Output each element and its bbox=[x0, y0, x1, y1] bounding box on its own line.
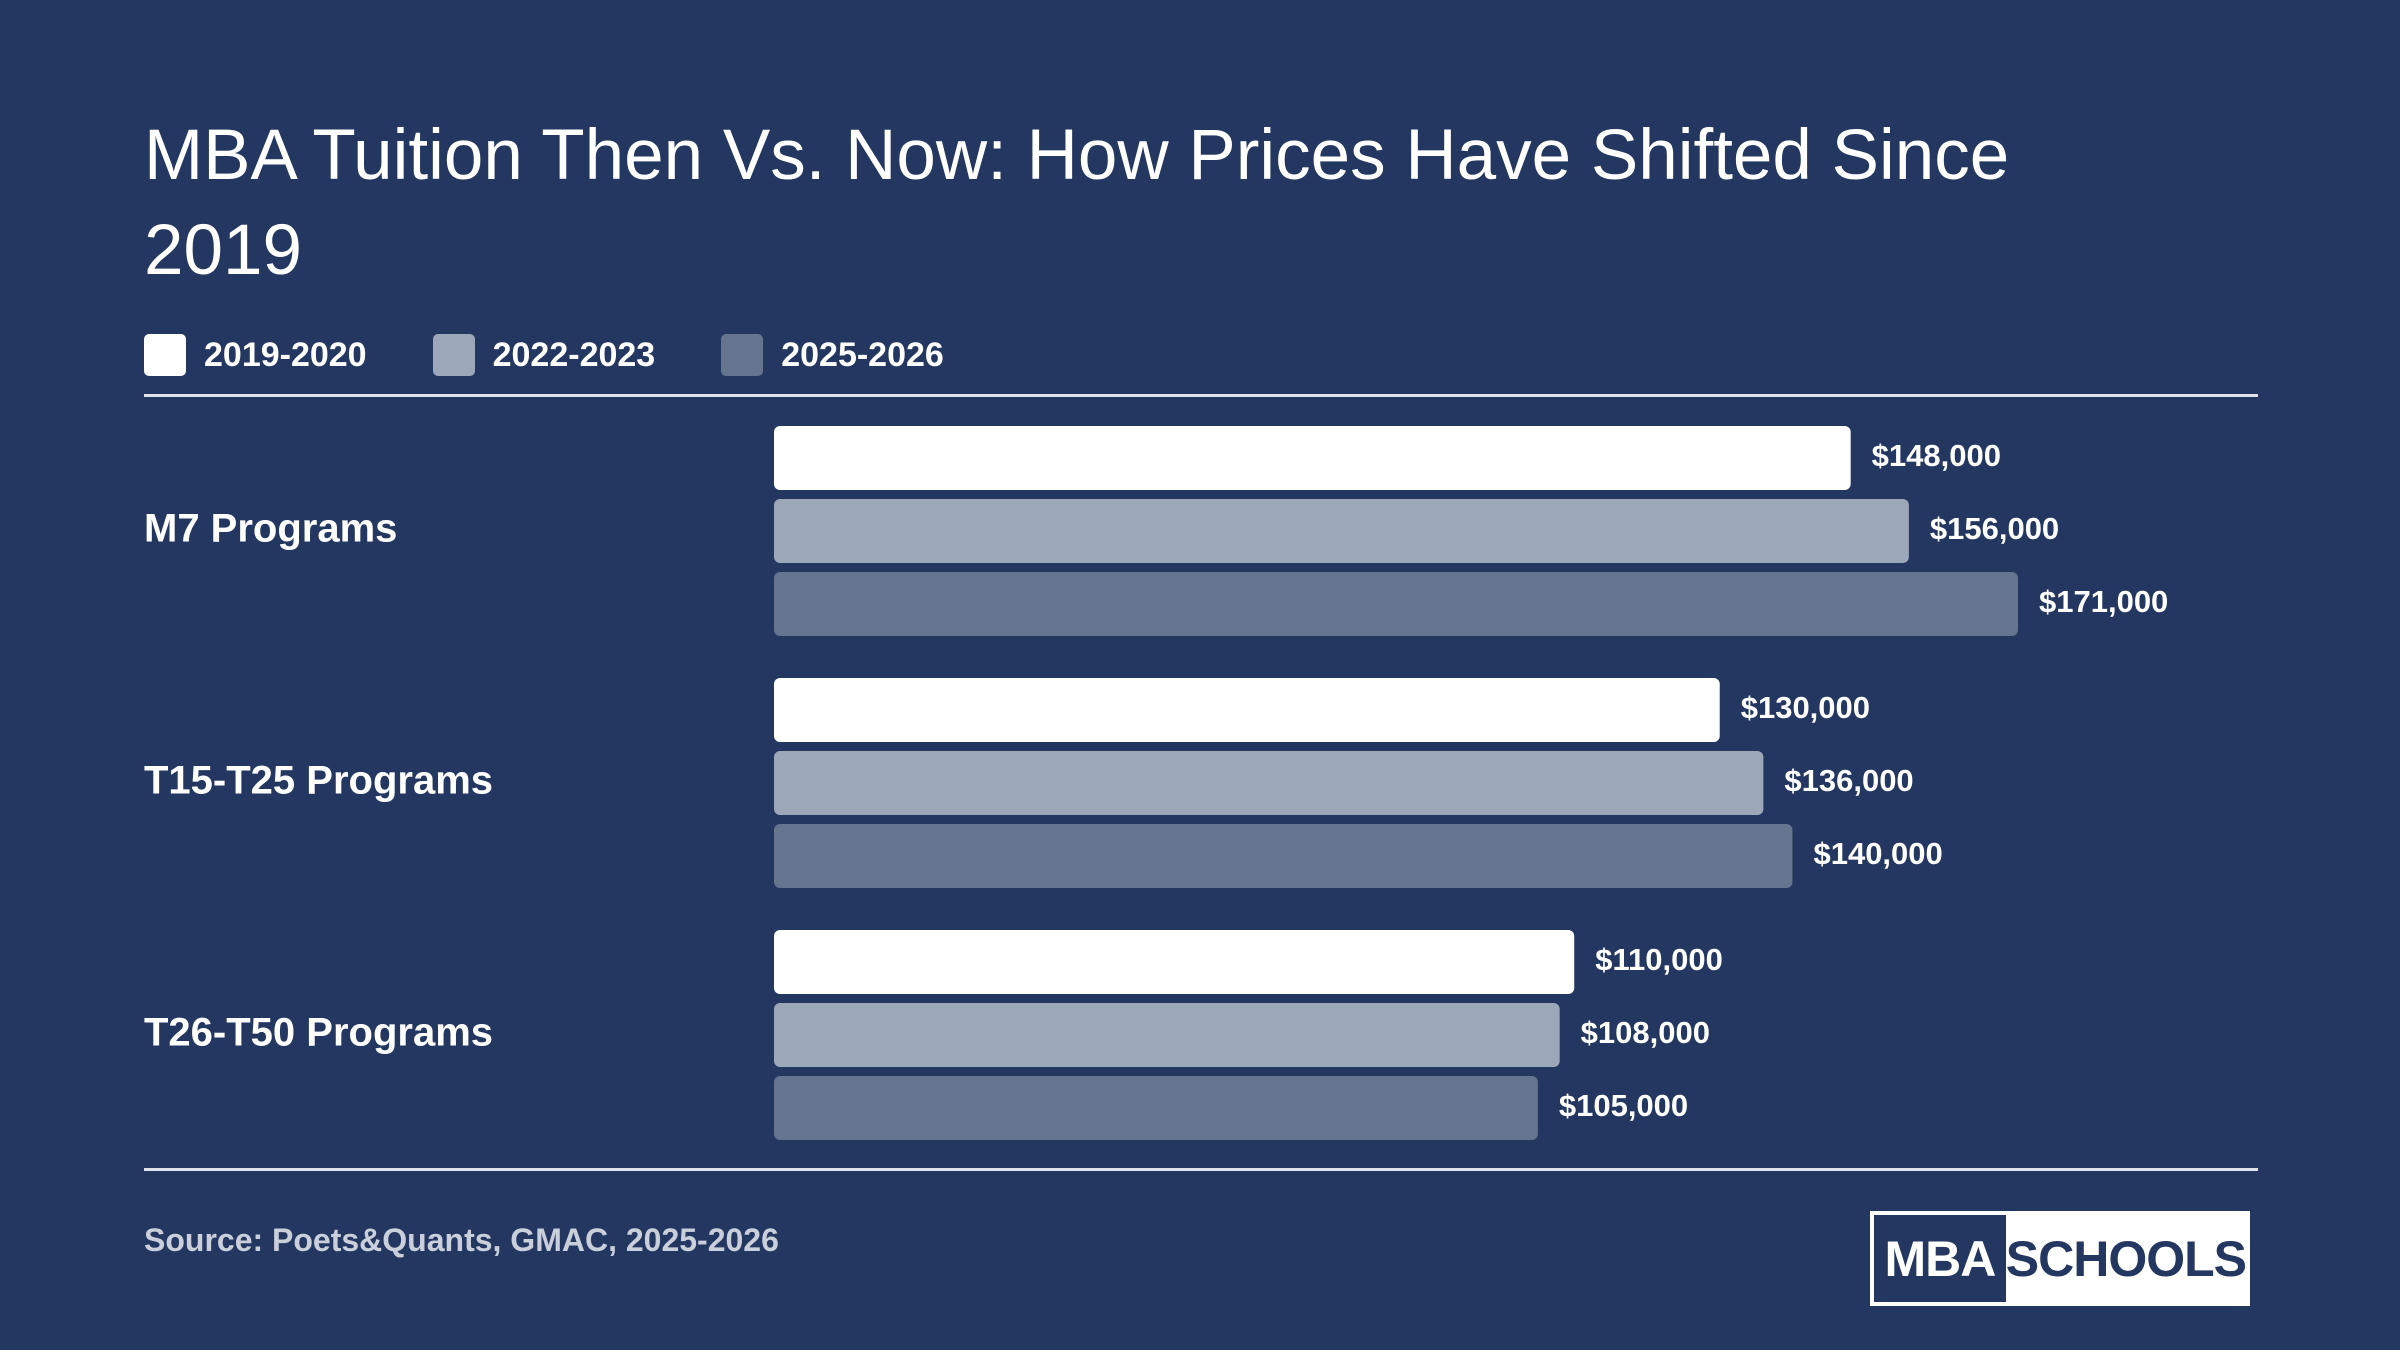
data-label: $130,000 bbox=[1741, 690, 1870, 725]
legend-label-2022-2023: 2022-2023 bbox=[492, 335, 656, 374]
legend-item-2025-2026: 2025-2026 bbox=[721, 334, 944, 376]
category-label: M7 Programs bbox=[144, 507, 397, 551]
logo-left-text: MBA bbox=[1874, 1215, 2006, 1302]
data-label: $136,000 bbox=[1784, 763, 1913, 798]
legend-label-2025-2026: 2025-2026 bbox=[781, 335, 944, 374]
source-note: Source: Poets&Quants, GMAC, 2025-2026 bbox=[144, 1222, 779, 1258]
chart-title: MBA Tuition Then Vs. Now: How Prices Hav… bbox=[144, 116, 2010, 290]
mba-schools-logo: MBA SCHOOLS bbox=[1870, 1211, 2250, 1306]
data-label: $108,000 bbox=[1581, 1015, 1710, 1050]
legend-label-2019-2020: 2019-2020 bbox=[204, 335, 367, 374]
legend-swatch-2022-2023 bbox=[432, 334, 475, 376]
legend-item-2022-2023: 2022-2023 bbox=[432, 334, 656, 376]
bar-2022-2023-1 bbox=[774, 751, 1764, 815]
category-label: T26-T50 Programs bbox=[144, 1011, 493, 1055]
top-divider bbox=[144, 394, 2258, 397]
bar-2022-2023-2 bbox=[774, 1003, 1560, 1067]
bar-2022-2023-0 bbox=[774, 499, 1909, 563]
legend-swatch-2025-2026 bbox=[721, 334, 764, 376]
bar-2019-2020-0 bbox=[774, 426, 1851, 490]
category-label: T15-T25 Programs bbox=[144, 759, 493, 803]
bar-2019-2020-1 bbox=[774, 678, 1720, 742]
legend-swatch-2019-2020 bbox=[144, 334, 186, 376]
data-label: $105,000 bbox=[1559, 1088, 1688, 1123]
bottom-divider bbox=[144, 1168, 2258, 1171]
bar-2025-2026-0 bbox=[774, 572, 2018, 636]
bar-2025-2026-1 bbox=[774, 824, 1793, 888]
logo-right-text: SCHOOLS bbox=[2005, 1215, 2247, 1302]
bar-2019-2020-2 bbox=[774, 930, 1575, 994]
data-label: $140,000 bbox=[1813, 836, 1942, 871]
legend: 2019-2020 2022-2023 2025-2026 bbox=[144, 333, 1010, 377]
bar-2025-2026-2 bbox=[774, 1076, 1538, 1140]
data-label: $148,000 bbox=[1872, 438, 2001, 473]
legend-item-2019-2020: 2019-2020 bbox=[144, 334, 367, 376]
data-label: $171,000 bbox=[2039, 584, 2168, 619]
data-label: $156,000 bbox=[1930, 511, 2059, 546]
data-label: $110,000 bbox=[1595, 942, 1723, 977]
